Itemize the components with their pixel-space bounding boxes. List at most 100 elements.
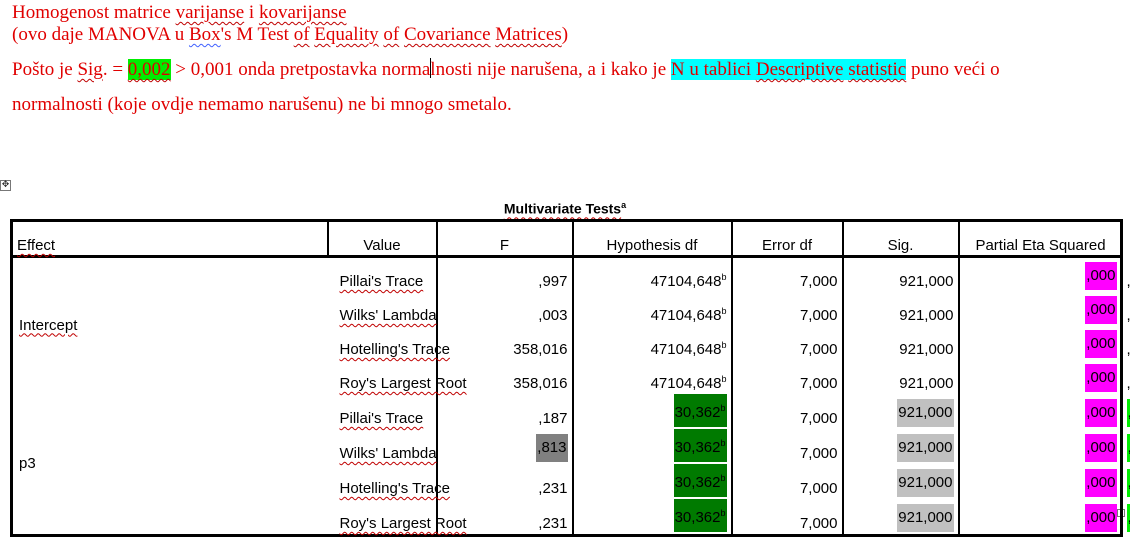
note-text: lnosti nije narušena, a i kako je bbox=[430, 59, 671, 80]
statistic-text: Wilks' Lambda bbox=[340, 445, 437, 462]
note-text: Box bbox=[189, 24, 221, 45]
note-text: Homogenost matrice bbox=[12, 2, 176, 23]
footnote-marker: b bbox=[721, 272, 726, 282]
sig-highlight: ,000 bbox=[1085, 504, 1116, 532]
error-df-highlight: 921,000 bbox=[897, 399, 953, 427]
note-line-3: Pošto je Sig. = 0,002 > 0,001 onda pretp… bbox=[12, 58, 1000, 81]
error-df-cell: 921,000 bbox=[843, 326, 959, 360]
f-text: 47104,648 bbox=[651, 273, 722, 290]
table-title-text: Multivariate Tests bbox=[504, 201, 621, 217]
f-text: 30,362 bbox=[675, 439, 721, 456]
move-handle-icon[interactable]: ✥ bbox=[0, 180, 11, 191]
sig-cell: ,000 bbox=[959, 292, 1122, 326]
error-df-highlight: 921,000 bbox=[897, 434, 953, 462]
statistic-text: Pillai's Trace bbox=[340, 410, 424, 427]
hypothesis-df-text: 7,000 bbox=[800, 341, 838, 358]
f-highlight: 30,362b bbox=[674, 429, 727, 462]
f-text: 30,362 bbox=[675, 404, 721, 421]
note-text: 's M Test bbox=[221, 24, 294, 45]
f-highlight: 30,362b bbox=[674, 394, 727, 427]
hypothesis-df-cell: 7,000 bbox=[732, 464, 843, 499]
highlighted-value: 0,002 bbox=[128, 59, 171, 80]
footnote-marker: b bbox=[720, 403, 725, 413]
f-cell: 47104,648b bbox=[573, 326, 732, 360]
value-cell: ,813 bbox=[437, 429, 573, 464]
f-text: 30,362 bbox=[675, 474, 721, 491]
column-header: Partial Eta Squared bbox=[959, 221, 1122, 257]
statistic-label: Hotelling's Trace bbox=[328, 326, 437, 360]
partial-eta-highlight: ,187 bbox=[1127, 469, 1130, 497]
error-df-highlight: 921,000 bbox=[897, 469, 953, 497]
note-line-2: (ovo daje MANOVA u Box's M Test of Equal… bbox=[12, 24, 568, 46]
sig-text: ,000 bbox=[1086, 267, 1115, 284]
column-header: Value bbox=[328, 221, 437, 257]
statistic-label: Wilks' Lambda bbox=[328, 429, 437, 464]
statistic-label: Wilks' Lambda bbox=[328, 292, 437, 326]
column-header: Hypothesis df bbox=[573, 221, 732, 257]
note-text: (ovo daje MANOVA u bbox=[12, 24, 189, 45]
value-cell: ,231 bbox=[437, 464, 573, 499]
sig-cell: ,000 bbox=[959, 360, 1122, 394]
value-cell: ,003 bbox=[437, 292, 573, 326]
error-df-cell: 921,000 bbox=[843, 360, 959, 394]
value-text: ,997 bbox=[538, 273, 567, 290]
value-text: ,003 bbox=[538, 307, 567, 324]
note-text: statistic bbox=[848, 59, 906, 80]
f-cell: 30,362b bbox=[573, 499, 732, 536]
sig-cell: ,000 bbox=[959, 257, 1122, 293]
note-text: > 0,001 onda pretpostavka norma bbox=[171, 59, 431, 80]
column-header: Effect bbox=[12, 221, 328, 257]
value-cell: ,187 bbox=[437, 394, 573, 429]
note-text: N u tablici bbox=[671, 59, 756, 80]
table-title-footnote: a bbox=[621, 200, 626, 210]
footnote-marker: b bbox=[720, 508, 725, 518]
multivariate-tests-table: Effect Value F Hypothesis df Error df Si… bbox=[10, 219, 1123, 537]
sig-text: ,000 bbox=[1086, 301, 1115, 318]
note-text: Sig bbox=[77, 59, 102, 80]
f-text: 47104,648 bbox=[651, 341, 722, 358]
partial-eta-text: ,997 bbox=[1127, 307, 1130, 324]
sig-highlight: ,000 bbox=[1085, 330, 1116, 358]
statistic-label: Roy's Largest Root bbox=[328, 499, 437, 536]
footnote-marker: b bbox=[720, 473, 725, 483]
partial-eta-text: ,997 bbox=[1127, 375, 1130, 392]
value-text: ,231 bbox=[538, 480, 567, 497]
column-header: Sig. bbox=[843, 221, 959, 257]
statistic-text: Wilks' Lambda bbox=[340, 307, 437, 324]
note-text: Pošto je bbox=[12, 59, 77, 80]
partial-eta-text: ,997 bbox=[1127, 273, 1130, 290]
partial-eta-highlight: ,187 bbox=[1127, 504, 1130, 532]
f-text: 47104,648 bbox=[651, 375, 722, 392]
sig-text: ,000 bbox=[1086, 474, 1115, 491]
statistic-text: Roy's Largest Root bbox=[340, 375, 467, 392]
note-text: Equality bbox=[314, 24, 378, 45]
footnote-marker: b bbox=[721, 374, 726, 384]
table-header-row: Effect Value F Hypothesis df Error df Si… bbox=[12, 221, 1122, 257]
sig-text: ,000 bbox=[1086, 439, 1115, 456]
hypothesis-df-text: 7,000 bbox=[800, 307, 838, 324]
sig-highlight: ,000 bbox=[1085, 364, 1116, 392]
note-text: kovarijanse bbox=[259, 2, 347, 23]
f-cell: 47104,648b bbox=[573, 360, 732, 394]
partial-eta-highlight: ,187 bbox=[1127, 399, 1130, 427]
statistic-label: Pillai's Trace bbox=[328, 257, 437, 293]
value-text: 358,016 bbox=[513, 375, 567, 392]
f-highlight: 30,362b bbox=[674, 464, 727, 497]
error-df-cell: 921,000 bbox=[843, 429, 959, 464]
column-header: Error df bbox=[732, 221, 843, 257]
statistic-label: Hotelling's Trace bbox=[328, 464, 437, 499]
note-text: of bbox=[294, 24, 310, 45]
hypothesis-df-cell: 7,000 bbox=[732, 257, 843, 293]
value-text: ,187 bbox=[538, 410, 567, 427]
statistic-text: Pillai's Trace bbox=[340, 273, 424, 290]
note-text: Descriptive bbox=[756, 59, 844, 80]
error-df-highlight: 921,000 bbox=[897, 504, 953, 532]
footnote-marker: b bbox=[721, 306, 726, 316]
f-cell: 30,362b bbox=[573, 464, 732, 499]
f-cell: 47104,648b bbox=[573, 292, 732, 326]
sig-highlight: ,000 bbox=[1085, 434, 1116, 462]
value-text: 358,016 bbox=[513, 341, 567, 358]
statistic-label: Pillai's Trace bbox=[328, 394, 437, 429]
